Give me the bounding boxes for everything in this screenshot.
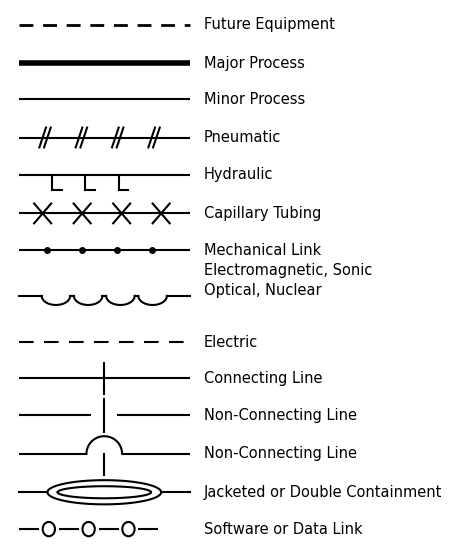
- Text: Electromagnetic, Sonic
Optical, Nuclear: Electromagnetic, Sonic Optical, Nuclear: [204, 263, 372, 298]
- Text: Major Process: Major Process: [204, 56, 305, 71]
- Text: Capillary Tubing: Capillary Tubing: [204, 206, 321, 221]
- Text: Jacketed or Double Containment: Jacketed or Double Containment: [204, 485, 442, 500]
- Text: Minor Process: Minor Process: [204, 91, 305, 107]
- Circle shape: [82, 522, 95, 536]
- Text: Non-Connecting Line: Non-Connecting Line: [204, 446, 357, 461]
- Text: Hydraulic: Hydraulic: [204, 167, 273, 183]
- Text: Pneumatic: Pneumatic: [204, 130, 281, 145]
- Text: Software or Data Link: Software or Data Link: [204, 521, 363, 537]
- Text: Electric: Electric: [204, 334, 258, 350]
- Text: Non-Connecting Line: Non-Connecting Line: [204, 408, 357, 423]
- Text: Mechanical Link: Mechanical Link: [204, 243, 321, 258]
- Text: Connecting Line: Connecting Line: [204, 371, 322, 386]
- Circle shape: [43, 522, 55, 536]
- Text: Future Equipment: Future Equipment: [204, 17, 335, 32]
- Circle shape: [122, 522, 135, 536]
